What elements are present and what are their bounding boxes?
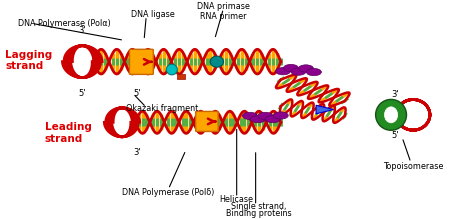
- Text: 3': 3': [391, 90, 399, 99]
- Text: DNA ligase: DNA ligase: [131, 10, 175, 19]
- Circle shape: [298, 65, 314, 72]
- Text: Topoisomerase: Topoisomerase: [383, 162, 443, 171]
- Text: 5': 5': [133, 89, 140, 98]
- Text: Helicase: Helicase: [220, 196, 254, 205]
- Circle shape: [273, 112, 288, 119]
- FancyBboxPatch shape: [130, 49, 153, 74]
- Text: 5': 5': [391, 131, 399, 140]
- Polygon shape: [316, 105, 334, 114]
- Ellipse shape: [166, 64, 177, 75]
- Text: Okazaki fragment: Okazaki fragment: [126, 104, 198, 113]
- Text: 5': 5': [78, 89, 86, 98]
- Text: DNA primase: DNA primase: [197, 2, 250, 11]
- Circle shape: [275, 68, 291, 75]
- Circle shape: [250, 115, 266, 123]
- Ellipse shape: [384, 107, 398, 123]
- Circle shape: [266, 115, 280, 123]
- Circle shape: [306, 69, 321, 76]
- Text: Binding proteins: Binding proteins: [226, 209, 292, 218]
- FancyBboxPatch shape: [196, 111, 218, 131]
- Text: RNA primer: RNA primer: [200, 12, 247, 21]
- Text: 3': 3': [133, 148, 141, 157]
- Text: DNA Polymerase (Polδ): DNA Polymerase (Polδ): [122, 188, 215, 197]
- Ellipse shape: [210, 56, 224, 67]
- FancyBboxPatch shape: [177, 74, 185, 79]
- Text: 3': 3': [78, 26, 86, 35]
- Circle shape: [291, 68, 306, 75]
- Text: Single strand,: Single strand,: [231, 203, 286, 212]
- Circle shape: [243, 112, 257, 120]
- Text: DNA Polymerase (Polα): DNA Polymerase (Polα): [18, 19, 111, 28]
- Text: Lagging
strand: Lagging strand: [5, 50, 52, 71]
- Circle shape: [284, 64, 298, 72]
- Text: Leading
strand: Leading strand: [45, 122, 92, 144]
- Circle shape: [258, 112, 273, 120]
- Ellipse shape: [376, 99, 406, 130]
